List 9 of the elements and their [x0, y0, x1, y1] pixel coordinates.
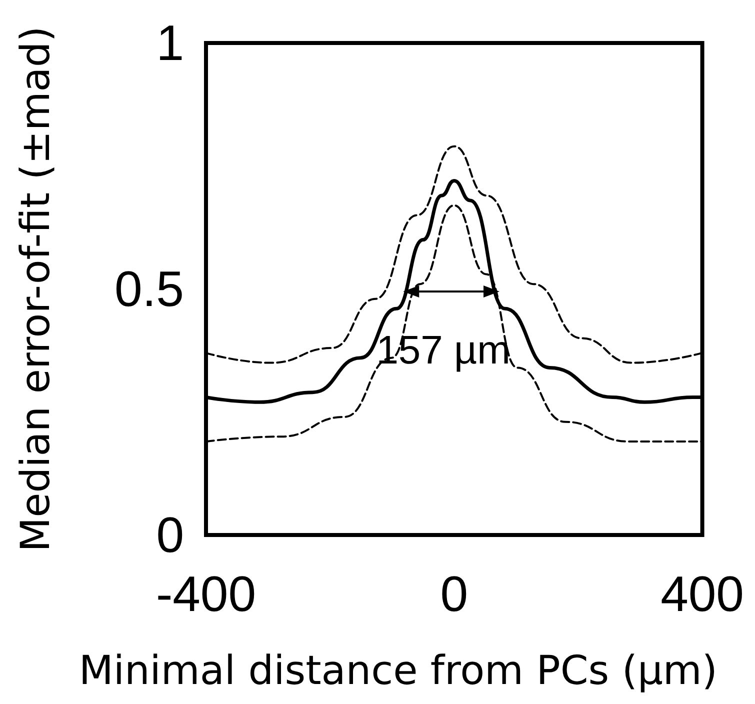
- y-tick-label: 0.5: [114, 261, 184, 317]
- annotation: 157 µm: [376, 328, 510, 372]
- y-axis-title: Median error-of-fit (±mad): [13, 26, 59, 552]
- x-tick-label: -400: [156, 566, 256, 622]
- x-tick-label: 0: [440, 566, 468, 622]
- x-axis-title: Minimal distance from PCs (µm): [78, 648, 718, 694]
- y-tick-label: 0: [156, 507, 184, 563]
- x-tick-label: 400: [660, 566, 744, 622]
- y-tick-label: 1: [156, 15, 184, 71]
